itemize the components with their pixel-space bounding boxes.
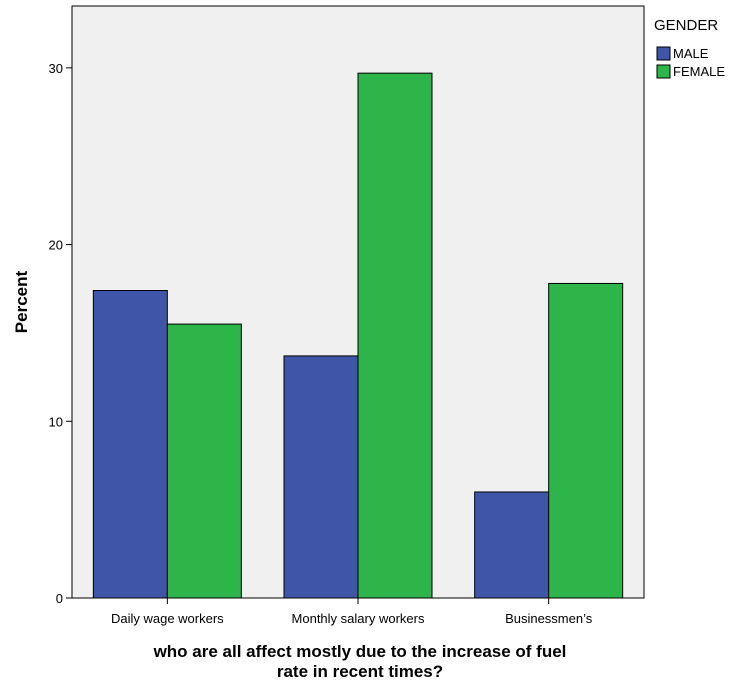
y-axis-title: Percent <box>12 270 31 333</box>
x-axis: Daily wage workers Monthly salary workers… <box>111 598 593 626</box>
x-axis-title-line-1: who are all affect mostly due to the inc… <box>153 642 567 661</box>
legend-swatch-female <box>656 64 671 79</box>
y-axis: 0 10 20 30 <box>49 61 72 606</box>
x-category-label-0: Daily wage workers <box>111 611 224 626</box>
legend-swatch-male <box>656 46 671 61</box>
bar-female-0 <box>166 323 242 599</box>
bar-male-0 <box>92 290 168 599</box>
legend: GENDER MALE FEMALE <box>654 17 725 79</box>
x-category-label-1: Monthly salary workers <box>292 611 425 626</box>
y-tick-label-20: 20 <box>49 238 63 253</box>
x-axis-title-line-2: rate in recent times? <box>277 662 443 681</box>
x-category-label-2: Businessmen’s <box>505 611 593 626</box>
bars-layer <box>92 72 624 599</box>
legend-title: GENDER <box>654 17 718 34</box>
y-tick-label-10: 10 <box>49 414 63 429</box>
y-tick-label-30: 30 <box>49 61 63 76</box>
y-tick-label-0: 0 <box>56 591 63 606</box>
legend-label-female: FEMALE <box>673 64 725 79</box>
legend-label-male: MALE <box>673 46 709 61</box>
bar-male-1 <box>283 355 359 599</box>
bar-female-1 <box>357 72 433 599</box>
bar-male-2 <box>474 491 550 599</box>
bar-female-2 <box>548 282 624 599</box>
